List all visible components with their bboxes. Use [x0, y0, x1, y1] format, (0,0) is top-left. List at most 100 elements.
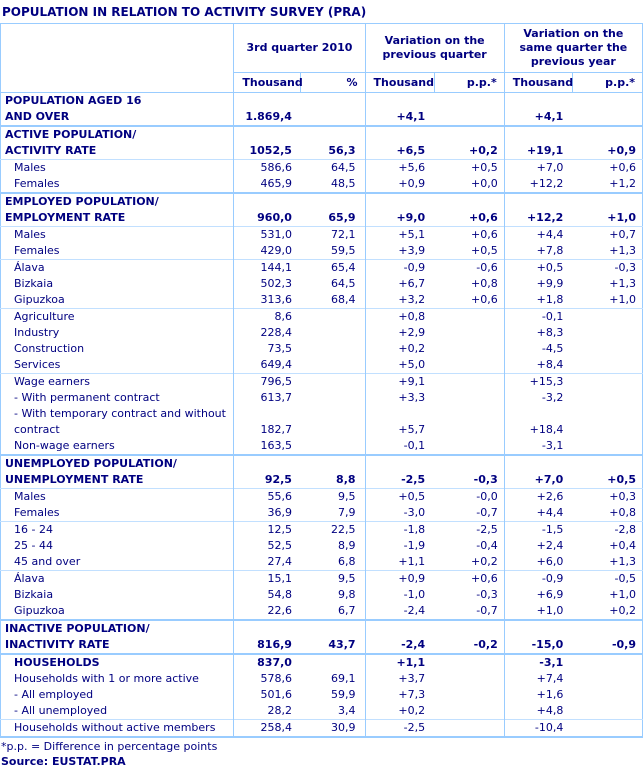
- cell-q3-percent: 3,4: [338, 704, 356, 717]
- subheader-vq-thousand: Thousand: [364, 72, 435, 93]
- cell-q3-percent: 9,5: [300, 488, 366, 505]
- row-label: 25 - 44: [0, 538, 235, 554]
- row-label: HOUSEHOLDS: [0, 653, 235, 671]
- cell-vq-thousand: +5,1: [364, 226, 435, 243]
- cell-vq-pp: [434, 671, 504, 687]
- cell-vy-pp: [572, 406, 642, 438]
- cell-q3-thousand: 22,6: [267, 604, 292, 617]
- table-header: 3rd quarter 2010 Variation on the previo…: [0, 23, 643, 93]
- cell-vy-pp: [572, 671, 642, 687]
- table-row: 25 - 44 52,5 8,9 -1,9 -0,4 +2,4 +0,4: [0, 538, 643, 554]
- cell-q3-thousand: 816,9: [233, 619, 301, 654]
- cell-vq-pp: -0,4: [476, 539, 498, 552]
- cell-vy-pp: +1,0: [609, 588, 636, 601]
- cell-vy-thousand: -15,0: [503, 619, 573, 654]
- cell-vq-thousand: +0,9: [364, 176, 435, 193]
- cell-vq-thousand: -1,0: [364, 587, 435, 603]
- cell-vq-pp: [434, 341, 504, 357]
- cell-vy-thousand: +6,9: [503, 587, 573, 603]
- table-row: INACTIVE POPULATION/ INACTIVITY RATE 816…: [0, 619, 643, 654]
- cell-vy-thousand: +7,0: [503, 454, 573, 489]
- cell-q3-percent: [300, 308, 366, 325]
- cell-vq-thousand: +5,7: [364, 406, 435, 438]
- row-label: UNEMPLOYED POPULATION/ UNEMPLOYMENT RATE: [0, 454, 235, 489]
- cell-vq-pp: [434, 703, 504, 720]
- cell-q3-percent: [301, 341, 365, 357]
- subheader-vy-thousand: Thousand: [503, 72, 573, 93]
- cell-vy-thousand: +15,3: [503, 373, 573, 390]
- cell-vy-thousand: -3,1: [503, 438, 573, 455]
- header-group-row: 3rd quarter 2010 Variation on the previo…: [0, 23, 643, 93]
- cell-vy-thousand: +4,8: [503, 703, 573, 720]
- cell-vy-thousand: +9,9: [503, 276, 573, 292]
- cell-vy-pp: [572, 687, 642, 703]
- cell-q3-percent: 8,8: [300, 454, 366, 489]
- cell-vq-thousand: +0,2: [364, 341, 435, 357]
- cell-vy-pp: +0,3: [572, 488, 643, 505]
- cell-vq-thousand: +5,6: [364, 159, 435, 176]
- col-group-3rd-quarter-2010: 3rd quarter 2010: [233, 23, 366, 73]
- cell-q3-percent: [301, 325, 365, 341]
- row-label: Females: [0, 176, 235, 193]
- table-row: Construction 73,5 +0,2 -4,5: [0, 341, 643, 357]
- cell-q3-thousand: 578,6: [260, 672, 292, 685]
- cell-vy-thousand: +4,4: [503, 505, 573, 522]
- cell-q3-thousand: 27,4: [267, 555, 292, 568]
- table-row: UNEMPLOYED POPULATION/ UNEMPLOYMENT RATE…: [0, 454, 643, 489]
- cell-q3-percent: [301, 357, 365, 374]
- cell-vq-thousand: -0,1: [364, 438, 435, 455]
- cell-vq-thousand: +3,7: [364, 671, 435, 687]
- cell-q3-thousand: 837,0: [233, 653, 301, 671]
- cell-vq-thousand: +6,5: [364, 125, 435, 160]
- cell-vy-pp: -0,9: [572, 619, 643, 654]
- cell-vq-pp: [434, 653, 505, 671]
- cell-q3-percent: 9,8: [338, 588, 356, 601]
- cell-vq-pp: [434, 406, 504, 438]
- cell-vy-pp: [572, 357, 642, 374]
- row-label: Álava: [0, 259, 235, 276]
- pp-footnote: *p.p. = Difference in percentage points: [1, 740, 218, 753]
- cell-q3-percent: 65,4: [300, 259, 366, 276]
- cell-vq-pp: [434, 308, 505, 325]
- col-group-variation-previous-quarter: Variation on the previous quarter: [364, 23, 505, 73]
- cell-vy-thousand: -4,5: [503, 341, 573, 357]
- cell-q3-percent: 9,5: [300, 570, 366, 587]
- cell-vq-pp: [434, 687, 504, 703]
- cell-vy-thousand: +2,4: [503, 538, 573, 554]
- cell-vq-thousand: +3,3: [364, 390, 435, 406]
- cell-vy-thousand: +1,0: [503, 603, 573, 620]
- cell-vy-thousand: +12,2: [503, 192, 573, 227]
- cell-vy-thousand: -1,5: [503, 521, 573, 538]
- cell-q3-percent: [300, 373, 366, 390]
- cell-vy-thousand: -3,2: [503, 390, 573, 406]
- cell-vy-thousand: -3,1: [503, 653, 573, 671]
- cell-vq-thousand: -2,5: [364, 719, 435, 737]
- cell-vq-thousand: +0,8: [364, 308, 435, 325]
- row-label: - All employed: [0, 687, 235, 703]
- cell-vy-pp: +1,3: [609, 244, 636, 257]
- cell-q3-thousand: 531,0: [233, 226, 301, 243]
- table-row: - With temporary contract and without co…: [0, 406, 643, 438]
- cell-vy-pp: -0,3: [572, 259, 643, 276]
- cell-q3-percent: 69,1: [331, 672, 356, 685]
- cell-vq-thousand: -0,9: [364, 259, 435, 276]
- cell-q3-percent: [301, 406, 365, 438]
- cell-q3-thousand: 228,4: [260, 326, 292, 339]
- cell-q3-thousand: 960,0: [233, 192, 301, 227]
- cell-vy-pp: +0,2: [609, 604, 636, 617]
- cell-vy-pp: +1,0: [609, 293, 636, 306]
- cell-vq-pp: +0,5: [471, 244, 498, 257]
- cell-vq-pp: -0,0: [434, 488, 505, 505]
- subheader-q3-percent: %: [300, 72, 366, 93]
- table-row: 45 and over 27,4 6,8 +1,1 +0,2 +6,0 +1,3: [0, 554, 643, 571]
- cell-vq-pp: [434, 373, 505, 390]
- table-row: Services 649,4 +5,0 +8,4: [0, 357, 643, 374]
- cell-vq-pp: [434, 325, 504, 341]
- cell-vq-pp: -2,5: [434, 521, 505, 538]
- cell-vq-thousand: -3,0: [364, 505, 435, 522]
- cell-vq-pp: +0,6: [434, 226, 505, 243]
- cell-vq-pp: +0,6: [471, 293, 498, 306]
- cell-q3-percent: [301, 390, 365, 406]
- table-row: Bizkaia 54,8 9,8 -1,0 -0,3 +6,9 +1,0: [0, 587, 643, 603]
- cell-vq-thousand: +3,9: [364, 243, 435, 260]
